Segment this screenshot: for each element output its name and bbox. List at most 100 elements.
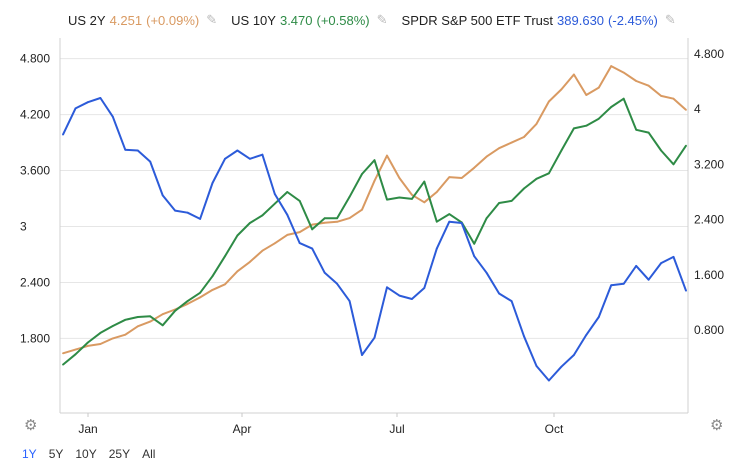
- series-point-1: [597, 117, 600, 120]
- series-point-0: [249, 261, 251, 263]
- range-10y-button[interactable]: 10Y: [75, 447, 97, 461]
- series-point-2: [560, 365, 563, 368]
- series-point-1: [111, 325, 114, 327]
- series-point-0: [149, 320, 152, 323]
- series-point-1: [485, 217, 488, 220]
- series-point-2: [573, 354, 575, 356]
- series-point-2: [672, 256, 675, 258]
- series-point-1: [186, 300, 189, 302]
- pencil-icon[interactable]: ✎: [206, 12, 218, 27]
- series-point-0: [647, 84, 650, 87]
- series-point-0: [423, 201, 426, 204]
- range-all-button[interactable]: All: [142, 447, 156, 461]
- series-point-0: [548, 100, 550, 103]
- series-point-2: [348, 300, 351, 302]
- right-axis-settings-gear-icon[interactable]: ⚙: [710, 417, 724, 434]
- legend-series-name: US 10Y: [231, 12, 276, 28]
- series-point-1: [249, 222, 251, 224]
- series-point-1: [610, 106, 613, 108]
- series-point-2: [286, 213, 289, 216]
- series-point-1: [62, 363, 64, 366]
- series-point-2: [423, 287, 426, 289]
- series-point-2: [161, 194, 164, 197]
- series-point-1: [573, 127, 575, 130]
- series-point-1: [373, 159, 376, 162]
- series-point-2: [398, 294, 401, 297]
- series-point-0: [311, 223, 314, 226]
- series-point-0: [535, 123, 538, 125]
- series-point-1: [660, 149, 662, 152]
- series-point-0: [236, 270, 239, 273]
- left-axis-tick-label: 2.400: [20, 275, 50, 289]
- series-point-1: [448, 213, 451, 216]
- series-point-1: [149, 315, 152, 318]
- right-axis-tick-label: 0.800: [694, 323, 724, 337]
- series-point-0: [361, 208, 363, 211]
- legend-value: 3.470: [279, 12, 313, 28]
- series-point-0: [610, 65, 613, 67]
- legend-item-us2y[interactable]: US 2Y 4.251 (+0.09%) ✎: [68, 12, 217, 28]
- left-axis-settings-gear-icon[interactable]: ⚙: [24, 417, 38, 434]
- series-point-2: [585, 334, 588, 336]
- series-point-0: [62, 352, 64, 355]
- series-point-0: [336, 220, 338, 223]
- series-point-2: [261, 153, 264, 156]
- pencil-icon[interactable]: ✎: [376, 12, 388, 27]
- series-point-2: [174, 209, 177, 212]
- series-point-2: [111, 115, 114, 118]
- x-axis-tick-label: Apr: [233, 422, 252, 436]
- series-point-1: [273, 202, 276, 205]
- series-point-0: [298, 231, 301, 234]
- series-point-2: [273, 193, 276, 195]
- series-point-1: [622, 97, 625, 100]
- x-axis-tick-label: Jan: [78, 422, 97, 436]
- left-axis-tick-label: 1.800: [20, 331, 50, 345]
- series-point-2: [236, 149, 239, 152]
- legend-value: 389.630: [557, 12, 605, 28]
- series-point-1: [685, 144, 687, 147]
- series-point-0: [273, 242, 276, 245]
- series-point-0: [622, 71, 625, 74]
- series-point-0: [685, 109, 687, 111]
- series-point-2: [124, 148, 127, 151]
- series-point-1: [560, 149, 563, 152]
- series-point-2: [647, 278, 650, 281]
- series-point-1: [435, 220, 438, 223]
- legend-item-spy[interactable]: SPDR S&P 500 ETF Trust 389.630 (-2.45%) …: [402, 12, 676, 28]
- series-point-1: [298, 200, 301, 202]
- series-point-0: [211, 289, 214, 291]
- left-axis-tick-label: 4.800: [20, 52, 50, 66]
- series-point-0: [124, 333, 127, 336]
- series-point-2: [448, 220, 451, 223]
- legend-item-us10y[interactable]: US 10Y 3.470 (+0.58%) ✎: [231, 12, 387, 28]
- series-point-0: [261, 249, 264, 252]
- series-point-2: [211, 182, 214, 184]
- series-point-1: [136, 316, 139, 318]
- series-point-0: [597, 86, 600, 89]
- series-point-1: [423, 180, 426, 183]
- series-point-2: [610, 284, 613, 287]
- range-1y-button[interactable]: 1Y: [22, 447, 37, 461]
- series-point-0: [435, 191, 438, 193]
- series-point-0: [510, 141, 513, 144]
- range-5y-button[interactable]: 5Y: [48, 447, 64, 461]
- series-point-2: [685, 289, 687, 292]
- series-point-1: [74, 353, 77, 356]
- series-point-0: [161, 313, 164, 316]
- series-point-2: [249, 157, 251, 160]
- series-point-1: [199, 291, 202, 294]
- series-point-0: [224, 283, 226, 286]
- series-point-2: [635, 265, 638, 267]
- series-point-2: [99, 97, 102, 99]
- series-point-2: [435, 247, 438, 250]
- series-point-1: [224, 255, 226, 258]
- x-axis-tick-label: Oct: [545, 422, 564, 436]
- series-point-2: [149, 160, 152, 163]
- series-point-0: [560, 88, 563, 91]
- legend-value: 4.251: [109, 12, 143, 28]
- series-point-0: [186, 303, 189, 305]
- series-point-1: [261, 214, 264, 217]
- series-point-2: [74, 107, 77, 110]
- range-25y-button[interactable]: 25Y: [108, 447, 131, 461]
- pencil-icon[interactable]: ✎: [664, 12, 676, 27]
